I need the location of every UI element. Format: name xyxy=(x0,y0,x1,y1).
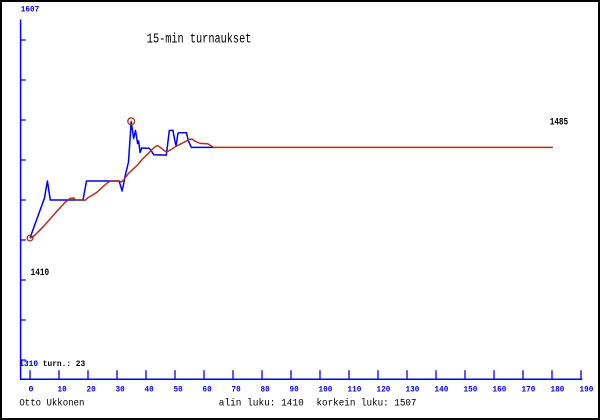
svg-text:0: 0 xyxy=(29,386,34,395)
svg-text:80: 80 xyxy=(261,386,270,395)
svg-text:1607: 1607 xyxy=(21,5,40,15)
svg-text:1410: 1410 xyxy=(31,268,49,279)
svg-text:40: 40 xyxy=(145,386,154,395)
svg-text:90: 90 xyxy=(290,386,299,395)
svg-text:Otto Ukkonen: Otto Ukkonen xyxy=(19,398,84,410)
svg-text:1485: 1485 xyxy=(550,118,569,129)
svg-text:140: 140 xyxy=(435,386,449,395)
svg-text:1310 turn.: 23: 1310 turn.: 23 xyxy=(19,359,85,369)
svg-text:20: 20 xyxy=(87,386,96,395)
svg-text:50: 50 xyxy=(174,386,183,395)
svg-text:130: 130 xyxy=(406,386,420,395)
svg-text:alin luku: 1410: alin luku: 1410 xyxy=(219,398,304,410)
svg-text:korkein luku: 1507: korkein luku: 1507 xyxy=(317,398,417,410)
svg-text:70: 70 xyxy=(232,386,241,395)
svg-text:180: 180 xyxy=(551,386,565,395)
svg-text:15-min turnaukset: 15-min turnaukset xyxy=(147,33,252,48)
svg-text:170: 170 xyxy=(522,386,536,395)
svg-text:150: 150 xyxy=(464,386,478,395)
svg-text:110: 110 xyxy=(348,386,362,395)
svg-text:120: 120 xyxy=(377,386,391,395)
svg-text:60: 60 xyxy=(203,386,212,395)
svg-text:160: 160 xyxy=(493,386,507,395)
svg-text:30: 30 xyxy=(116,386,125,395)
svg-text:190: 190 xyxy=(580,386,594,395)
svg-text:100: 100 xyxy=(319,386,333,395)
svg-text:10: 10 xyxy=(58,386,67,395)
